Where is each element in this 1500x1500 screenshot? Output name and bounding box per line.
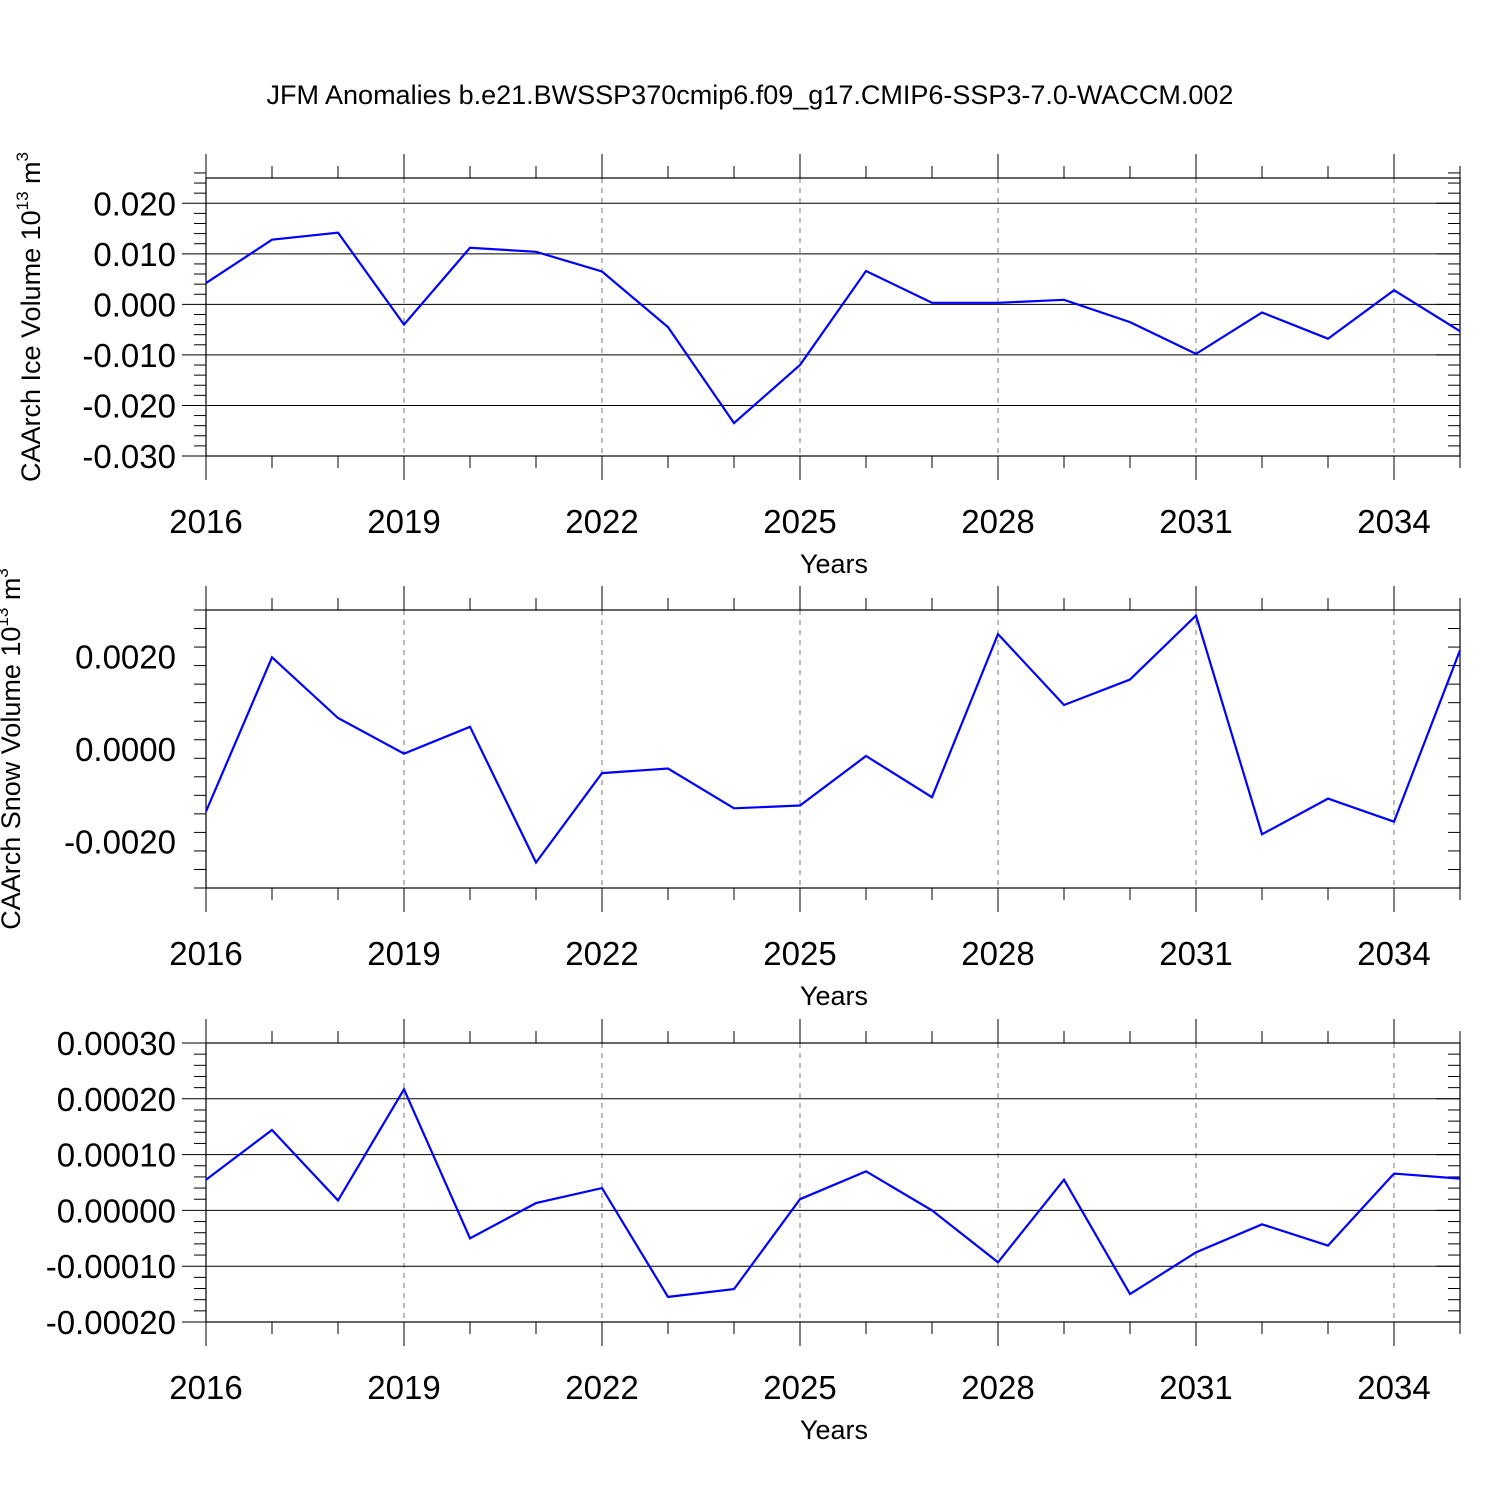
plot-frame	[205, 1042, 1461, 1323]
x-axis-title: Years	[800, 549, 868, 579]
y-axis-title-unit-exponent: 3	[0, 568, 12, 577]
x-axis-title: Years	[800, 1415, 868, 1445]
x-tick-label: 2034	[1357, 503, 1430, 540]
x-tick-label: 2019	[367, 503, 440, 540]
x-tick-label: 2031	[1159, 935, 1232, 972]
x-tick-label: 2025	[763, 1369, 836, 1406]
x-tick-label: 2028	[961, 1369, 1034, 1406]
x-tick-label: 2016	[169, 935, 242, 972]
x-tick-label: 2022	[565, 503, 638, 540]
y-axis-title-unit-exponent: 3	[13, 152, 32, 161]
series-line	[205, 1086, 1461, 1299]
x-tick-label: 2031	[1159, 1369, 1232, 1406]
x-tick-label: 2028	[961, 503, 1034, 540]
y-axis-title-unit: m	[0, 578, 26, 608]
x-tick-label: 2031	[1159, 503, 1232, 540]
y-tick-label: 0.000	[93, 286, 176, 323]
y-tick-label: -0.0020	[64, 824, 176, 861]
x-tick-label: 2034	[1357, 1369, 1430, 1406]
y-tick-label: -0.00020	[46, 1304, 176, 1341]
panel-1: 2016 2019 2022 2025 2028 2031 2034 Years 0.020 0.…	[13, 152, 1461, 579]
x-tick-label: 2034	[1357, 935, 1430, 972]
y-axis-title-unit: m	[16, 161, 46, 191]
y-tick-label: 0.020	[93, 185, 176, 222]
y-axis-title-main: CAArch Ice Volume 10	[16, 210, 46, 482]
y-axis-title-exponent: 13	[13, 191, 32, 210]
y-tick-label: 0.00030	[57, 1025, 176, 1062]
x-tick-label: 2019	[367, 1369, 440, 1406]
y-tick-label: 0.00000	[57, 1192, 176, 1229]
panels: 2016 2019 2022 2025 2028 2031 2034 Years 0.020 0.…	[0, 152, 1462, 1445]
y-tick-label: -0.020	[82, 387, 176, 424]
series-line	[205, 231, 1461, 425]
x-tick-label: 2019	[367, 935, 440, 972]
x-tick-label: 2022	[565, 1369, 638, 1406]
y-axis-title: CAArch Ice Volume 1013 m3	[13, 152, 46, 482]
panel-2: 2016 2019 2022 2025 2028 2031 2034 Years 0.0020 0…	[0, 568, 1462, 1011]
x-tick-label: 2016	[169, 1369, 242, 1406]
x-tick-label: 2028	[961, 935, 1034, 972]
x-tick-label: 2025	[763, 503, 836, 540]
y-axis-title: CAArch Snow Volume 1013 m3	[0, 568, 26, 930]
x-tick-label: 2025	[763, 935, 836, 972]
x-tick-label: 2022	[565, 935, 638, 972]
series-line	[204, 613, 1462, 865]
x-axis-title: Years	[800, 981, 868, 1011]
plot-frame	[205, 609, 1461, 889]
y-tick-label: 0.00020	[57, 1081, 176, 1118]
y-tick-label: 0.010	[93, 236, 176, 273]
y-tick-label: -0.030	[82, 438, 176, 475]
y-tick-label: 0.0000	[75, 731, 176, 768]
y-tick-label: -0.00010	[46, 1248, 176, 1285]
panel-3: 2016 2019 2022 2025 2028 2031 2034 Years 0.00030…	[46, 1019, 1461, 1445]
y-tick-label: -0.010	[82, 337, 176, 374]
y-tick-label: 0.0020	[75, 638, 176, 675]
y-tick-label: 0.00010	[57, 1137, 176, 1174]
y-axis-title-main: CAArch Snow Volume 10	[0, 627, 26, 930]
figure-title: JFM Anomalies b.e21.BWSSP370cmip6.f09_g1…	[267, 80, 1234, 110]
y-axis-title-exponent: 13	[0, 608, 12, 627]
x-tick-label: 2016	[169, 503, 242, 540]
